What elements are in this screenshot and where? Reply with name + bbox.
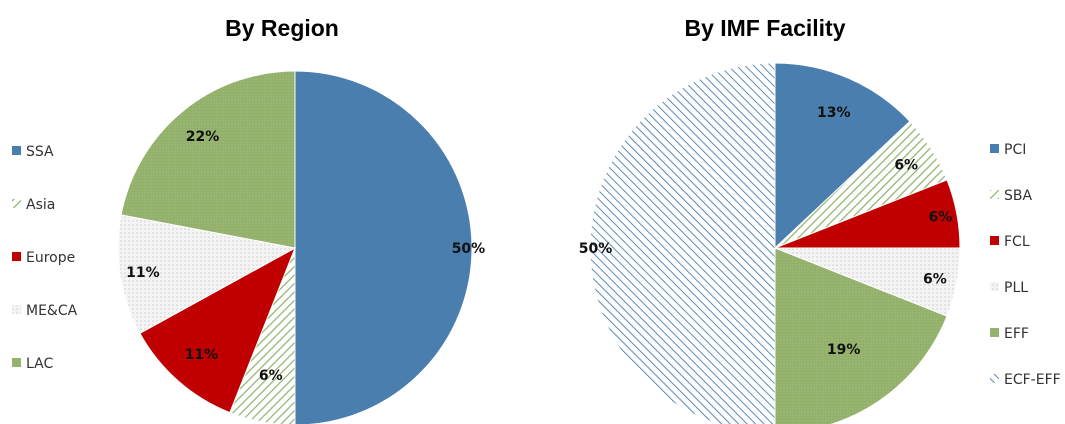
pie-slice-pci xyxy=(774,62,911,250)
legend-label-lac: LAC xyxy=(26,356,53,372)
legend-label-pll: PLL xyxy=(1004,280,1028,296)
legend-label-asia: Asia xyxy=(26,197,55,213)
slice-label-europe: 11% xyxy=(185,347,219,363)
legend-label-ecf-eff: ECF-EFF xyxy=(1004,372,1061,388)
legend-swatch-ssa xyxy=(12,146,21,155)
slice-label-ssa: 50% xyxy=(452,241,486,257)
pie-slice-lac xyxy=(120,70,296,249)
legend-swatch-pll xyxy=(990,282,999,291)
legend-swatch-ecf-eff xyxy=(990,374,999,383)
pie-slice-europe xyxy=(139,246,296,414)
legend-label-pci: PCI xyxy=(1004,142,1026,158)
legend-swatch-pci xyxy=(990,144,999,153)
pie-slices xyxy=(117,70,473,424)
legend-label-ssa: SSA xyxy=(26,144,54,160)
slice-label-eff: 19% xyxy=(827,342,861,358)
legend-swatch-eff xyxy=(990,328,999,337)
pie-slice-me-ca xyxy=(117,214,297,334)
legend-label-fcl: FCL xyxy=(1004,234,1030,250)
region-pie-chart: By Region 50% 6% 11% 11% 22% SSA Asia Europe ME… xyxy=(12,15,485,424)
legend-label-eff: EFF xyxy=(1004,326,1029,342)
legend-swatch-me-ca xyxy=(12,305,21,314)
chart-title: By Region xyxy=(225,15,339,41)
slice-label-fcl: 6% xyxy=(928,209,952,225)
facility-pie-chart: By IMF Facility 13% 6% 6% 6% 19% 50% PCI SBA FC… xyxy=(579,15,1061,424)
pie-slice-ssa xyxy=(294,70,473,424)
slice-labels: 50% 6% 11% 11% 22% xyxy=(126,129,485,384)
legend: SSA Asia Europe ME&CA LAC xyxy=(12,144,78,372)
pie-slices xyxy=(589,62,961,424)
slice-label-pll: 6% xyxy=(923,272,947,288)
legend-swatch-fcl xyxy=(990,236,999,245)
pie-slice-eff xyxy=(774,247,948,424)
slice-label-sba: 6% xyxy=(894,158,918,174)
slice-label-me-ca: 11% xyxy=(126,265,160,281)
legend-swatch-sba xyxy=(990,190,999,199)
legend-swatch-asia xyxy=(12,199,21,208)
slice-label-asia: 6% xyxy=(259,368,283,384)
legend-label-europe: Europe xyxy=(26,250,75,266)
legend-swatch-europe xyxy=(12,252,21,261)
legend-label-me-ca: ME&CA xyxy=(26,303,78,319)
legend-label-sba: SBA xyxy=(1004,188,1032,204)
slice-labels: 13% 6% 6% 6% 19% 50% xyxy=(579,105,952,358)
slice-label-ecf-eff: 50% xyxy=(579,241,613,257)
pie-slice-ecf-eff xyxy=(589,62,776,424)
slice-label-pci: 13% xyxy=(817,105,851,121)
legend-swatch-lac xyxy=(12,358,21,367)
chart-title: By IMF Facility xyxy=(684,15,845,41)
slice-label-lac: 22% xyxy=(186,129,220,145)
legend: PCI SBA FCL PLL EFF ECF-EFF xyxy=(990,142,1061,388)
